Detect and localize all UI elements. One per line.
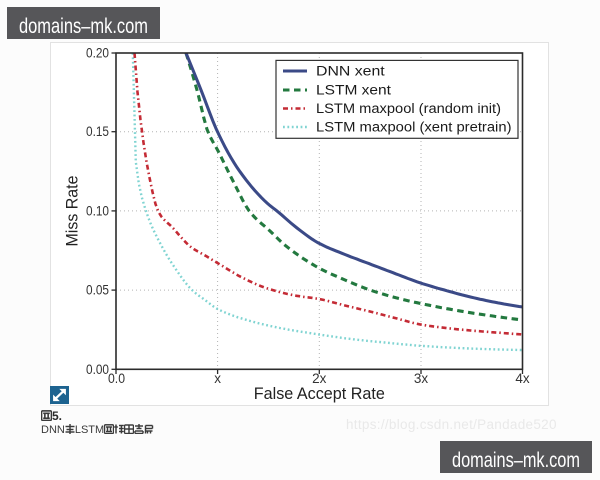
svg-text:False Accept Rate: False Accept Rate	[254, 385, 385, 403]
svg-text:0.05: 0.05	[86, 283, 109, 298]
svg-text:3x: 3x	[414, 371, 429, 386]
svg-text:0.0: 0.0	[108, 371, 125, 386]
svg-text:0.20: 0.20	[86, 46, 109, 61]
svg-text:domains–mk.com: domains–mk.com	[452, 449, 580, 472]
svg-text:0.15: 0.15	[86, 124, 109, 139]
svg-text:4x: 4x	[515, 371, 530, 386]
svg-text:2x: 2x	[312, 371, 327, 386]
svg-text:x: x	[214, 371, 221, 386]
svg-text:DNN xent: DNN xent	[316, 64, 385, 79]
svg-text:domains–mk.com: domains–mk.com	[19, 15, 148, 38]
svg-text:LSTM maxpool (random init): LSTM maxpool (random init)	[316, 101, 501, 116]
svg-text:LSTM xent: LSTM xent	[316, 83, 391, 98]
svg-text:Miss Rate: Miss Rate	[64, 176, 82, 247]
svg-text:0.00: 0.00	[86, 362, 109, 377]
svg-text:LSTM maxpool (xent pretrain): LSTM maxpool (xent pretrain)	[316, 120, 512, 135]
svg-text:0.10: 0.10	[86, 203, 109, 218]
